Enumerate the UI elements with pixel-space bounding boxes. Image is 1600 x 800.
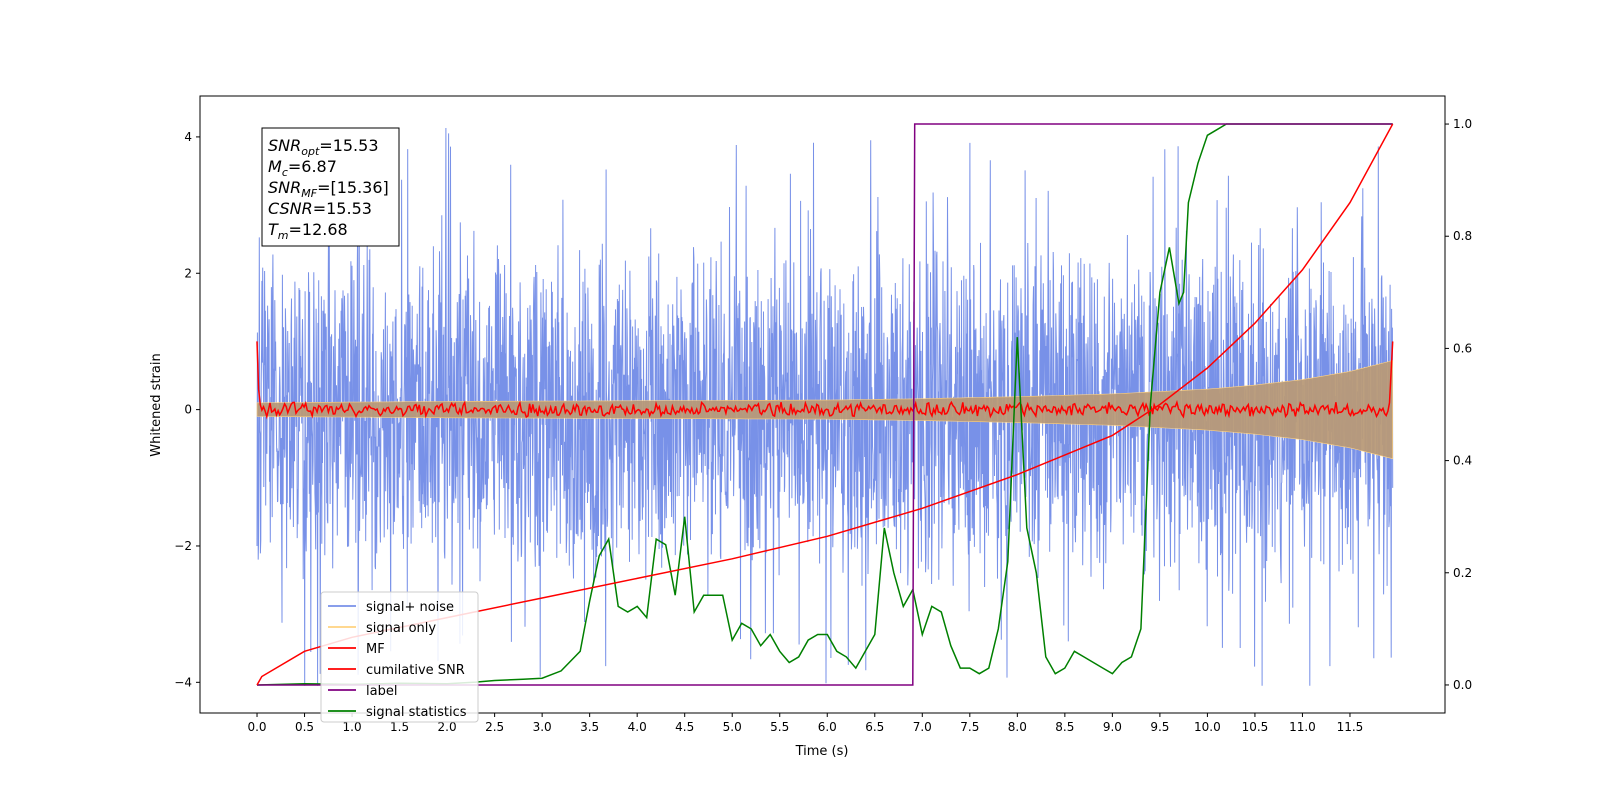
y-left-tick-label: −4 xyxy=(174,675,192,689)
legend-label: signal statistics xyxy=(366,705,467,720)
x-tick-label: 1.5 xyxy=(390,720,409,734)
x-tick-label: 2.5 xyxy=(485,720,504,734)
y-right-tick-label: 0.0 xyxy=(1453,678,1472,692)
y-right-tick-label: 0.2 xyxy=(1453,566,1472,580)
x-tick-label: 10.0 xyxy=(1194,720,1221,734)
x-tick-label: 11.0 xyxy=(1289,720,1316,734)
y-axis-label: Whitened strain xyxy=(149,353,164,456)
x-tick-label: 6.5 xyxy=(865,720,884,734)
x-tick-label: 4.0 xyxy=(628,720,647,734)
annotation-line: CSNR=15.53 xyxy=(268,199,372,218)
annotation-line: Tm=12.68 xyxy=(268,220,348,242)
annotation-line: SNRMF=[15.36] xyxy=(268,178,389,200)
x-tick-label: 0.0 xyxy=(247,720,266,734)
annotation-box: SNRopt=15.53Mc=6.87SNRMF=[15.36]CSNR=15.… xyxy=(261,127,400,247)
legend-label: signal+ noise xyxy=(366,600,454,615)
x-tick-label: 8.5 xyxy=(1055,720,1074,734)
x-tick-label: 3.0 xyxy=(533,720,552,734)
x-tick-label: 1.0 xyxy=(343,720,362,734)
legend-label: cumilative SNR xyxy=(366,663,465,678)
x-tick-label: 3.5 xyxy=(580,720,599,734)
annotation-frame xyxy=(261,127,400,247)
x-tick-label: 4.5 xyxy=(675,720,694,734)
x-tick-label: 0.5 xyxy=(295,720,314,734)
legend-label: signal only xyxy=(366,621,436,636)
x-tick-label: 11.5 xyxy=(1337,720,1364,734)
legend-label: MF xyxy=(366,642,385,657)
x-tick-label: 9.0 xyxy=(1103,720,1122,734)
axes-layer: 0.0 0.5 1.0 1.5 2.0 2.5 3.0 3.5 4.0 4.5 5.0 5.5 6.0 6… xyxy=(174,117,1472,734)
annotation-line: SNRopt=15.53 xyxy=(268,136,379,158)
x-tick-label: 8.0 xyxy=(1008,720,1027,734)
legend-frame xyxy=(320,591,479,723)
legend-label: label xyxy=(366,684,397,699)
plot-frame xyxy=(199,95,1446,714)
x-tick-label: 7.5 xyxy=(960,720,979,734)
y-right-tick-label: 0.6 xyxy=(1453,341,1472,355)
y-right-tick-label: 1.0 xyxy=(1453,117,1472,131)
x-tick-label: 9.5 xyxy=(1150,720,1169,734)
legend: signal+ noise signal only MF cumilative SNR… xyxy=(320,591,479,723)
y-right-tick-label: 0.8 xyxy=(1453,229,1472,243)
y-left-tick-label: −2 xyxy=(174,539,192,553)
series-signal-statistics xyxy=(256,123,1393,686)
y-left-tick-label: 2 xyxy=(184,266,192,280)
x-tick-label: 10.5 xyxy=(1242,720,1269,734)
x-tick-label: 6.0 xyxy=(818,720,837,734)
y-left-tick-label: 0 xyxy=(184,403,192,417)
x-tick-label: 7.0 xyxy=(913,720,932,734)
x-axis-label: Time (s) xyxy=(795,744,849,759)
y-left-tick-label: 4 xyxy=(184,130,192,144)
annotation-line: Mc=6.87 xyxy=(268,157,337,179)
series-label xyxy=(257,123,1393,686)
x-tick-label: 2.0 xyxy=(438,720,457,734)
y-right-tick-label: 0.4 xyxy=(1453,454,1472,468)
x-tick-label: 5.5 xyxy=(770,720,789,734)
x-tick-label: 5.0 xyxy=(723,720,742,734)
series-mf xyxy=(256,341,1394,420)
